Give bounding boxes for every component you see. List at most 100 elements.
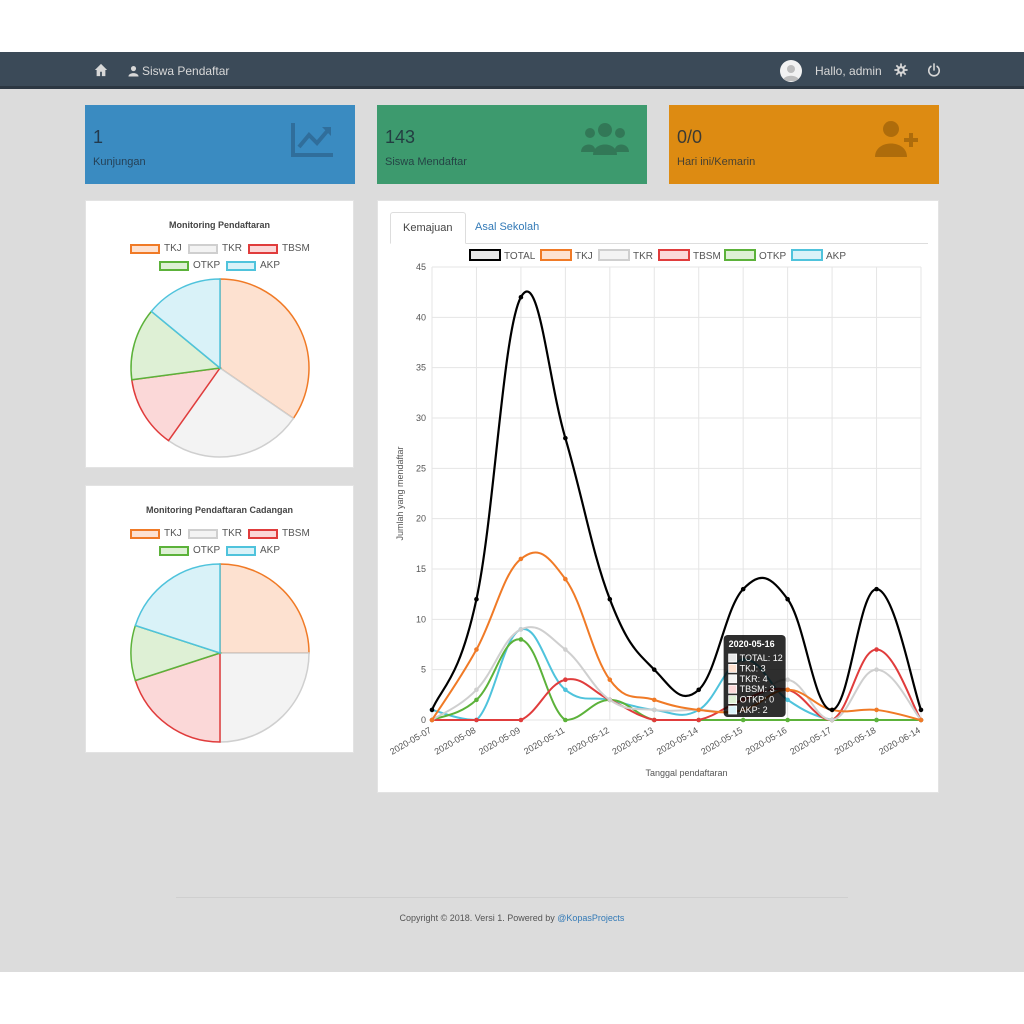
data-point-tkr[interactable] <box>607 697 613 703</box>
data-point-tbsm[interactable] <box>651 717 657 723</box>
data-point-tbsm[interactable] <box>474 717 479 723</box>
hello-admin-link[interactable]: Hallo, admin <box>815 64 882 78</box>
data-point-total[interactable] <box>651 667 657 672</box>
tooltip-line: TOTAL: 12 <box>740 653 783 663</box>
data-point-total[interactable] <box>607 596 613 602</box>
data-point-tbsm[interactable] <box>696 717 702 723</box>
legend-item-akp[interactable]: AKP <box>226 545 280 556</box>
legend-label: TKR <box>222 243 242 254</box>
data-point-akp[interactable] <box>563 687 568 693</box>
pie-slice-tkr[interactable] <box>167 366 295 458</box>
pie-slice-tkj[interactable] <box>219 278 310 420</box>
pie-card-pendaftaran: Monitoring Pendaftaran TKJ TKR TBSM OTKP… <box>85 200 354 468</box>
power-icon[interactable] <box>927 63 941 77</box>
y-tick-label: 0 <box>421 715 426 725</box>
data-point-tkj[interactable] <box>607 677 613 683</box>
stat-value: 0/0 <box>677 127 703 147</box>
data-point-total[interactable] <box>563 435 568 441</box>
data-point-otkp[interactable] <box>874 717 879 723</box>
x-tick-label: 2020-05-09 <box>477 725 522 757</box>
legend-label: TKJ <box>164 243 182 254</box>
x-axis-title: Tanggal pendaftaran <box>645 768 727 778</box>
data-point-tkj[interactable] <box>429 717 435 723</box>
legend-item-tkj[interactable]: TKJ <box>130 243 182 254</box>
tab-asal-sekolah[interactable]: Asal Sekolah <box>475 221 540 233</box>
pie-slice-otkp[interactable] <box>130 310 222 381</box>
data-point-tkj[interactable] <box>518 556 524 562</box>
data-point-total[interactable] <box>518 294 524 300</box>
app-background: Siswa Pendaftar Hallo, admin <box>0 52 1024 972</box>
data-point-otkp[interactable] <box>740 717 746 723</box>
pie-slice-tbsm[interactable] <box>134 651 221 743</box>
legend-label: TKJ <box>575 251 593 262</box>
data-point-total[interactable] <box>829 707 835 713</box>
data-point-tkj[interactable] <box>563 576 568 582</box>
data-point-tkj[interactable] <box>874 707 879 713</box>
data-point-total[interactable] <box>918 707 924 713</box>
data-point-tkj[interactable] <box>785 687 790 693</box>
pie-slice-akp[interactable] <box>150 278 221 370</box>
data-point-tkr[interactable] <box>518 627 524 632</box>
data-point-otkp[interactable] <box>563 717 568 723</box>
data-point-tkr[interactable] <box>651 707 657 713</box>
pie-slice-tkr[interactable] <box>219 652 310 743</box>
data-point-tbsm[interactable] <box>563 677 568 683</box>
pie-chart-cadangan <box>130 563 310 743</box>
data-point-tkr[interactable] <box>829 717 835 723</box>
user-avatar-icon <box>783 65 799 81</box>
data-point-total[interactable] <box>785 596 790 602</box>
legend-item-tkj[interactable]: TKJ <box>130 528 182 539</box>
data-point-akp[interactable] <box>785 697 790 703</box>
data-point-tkr[interactable] <box>563 647 568 652</box>
data-point-tkr[interactable] <box>785 677 790 683</box>
nav-siswa-pendaftar[interactable]: Siswa Pendaftar <box>128 64 229 78</box>
data-point-otkp[interactable] <box>474 697 479 703</box>
legend-label: TKR <box>222 528 242 539</box>
legend-item-tbsm[interactable]: TBSM <box>658 249 721 262</box>
data-point-total[interactable] <box>874 586 879 592</box>
data-point-tkj[interactable] <box>651 697 657 703</box>
pie-slice-tbsm[interactable] <box>130 367 222 442</box>
gear-icon[interactable] <box>894 63 908 77</box>
legend-item-tkr[interactable]: TKR <box>188 528 242 539</box>
data-point-otkp[interactable] <box>518 637 524 642</box>
legend-item-otkp[interactable]: OTKP <box>724 249 787 262</box>
legend-item-otkp[interactable]: OTKP <box>159 545 220 556</box>
data-point-total[interactable] <box>696 687 702 693</box>
data-point-tkj[interactable] <box>474 647 479 652</box>
pie-card-cadangan: Monitoring Pendaftaran Cadangan TKJ TKR … <box>85 485 354 753</box>
pie-slice-tkj[interactable] <box>219 563 310 654</box>
data-point-tkj[interactable] <box>918 717 924 723</box>
pie-title: Monitoring Pendaftaran Cadangan <box>145 505 293 515</box>
home-icon[interactable] <box>94 63 108 77</box>
tooltip-line: TKR: 4 <box>740 674 768 684</box>
pie-slice-akp[interactable] <box>134 563 221 655</box>
data-point-tbsm[interactable] <box>518 717 524 723</box>
y-tick-label: 45 <box>416 262 426 272</box>
legend-item-tkr[interactable]: TKR <box>598 249 653 262</box>
legend-item-tbsm[interactable]: TBSM <box>248 243 310 254</box>
data-point-tbsm[interactable] <box>874 647 879 652</box>
legend-item-tkj[interactable]: TKJ <box>540 249 593 262</box>
tooltip-line: OTKP: 0 <box>740 695 775 705</box>
legend-item-akp[interactable]: AKP <box>791 249 846 262</box>
data-point-total[interactable] <box>740 586 746 592</box>
legend-item-tkr[interactable]: TKR <box>188 243 242 254</box>
data-point-total[interactable] <box>429 707 435 713</box>
legend-item-otkp[interactable]: OTKP <box>159 260 220 271</box>
legend-item-akp[interactable]: AKP <box>226 260 280 271</box>
tab-kemajuan[interactable]: Kemajuan <box>390 212 466 244</box>
x-tick-label: 2020-05-16 <box>744 725 789 757</box>
legend-item-tbsm[interactable]: TBSM <box>248 528 310 539</box>
x-tick-label: 2020-05-18 <box>833 725 878 757</box>
data-point-tkr[interactable] <box>474 687 479 693</box>
avatar[interactable] <box>780 60 802 82</box>
y-tick-label: 30 <box>416 413 426 423</box>
legend-item-total[interactable]: TOTAL <box>469 249 536 262</box>
legend-label: TBSM <box>282 243 310 254</box>
data-point-total[interactable] <box>474 596 479 602</box>
footer-link[interactable]: @KopasProjects <box>557 913 625 923</box>
data-point-otkp[interactable] <box>785 717 790 723</box>
data-point-tkr[interactable] <box>874 667 879 672</box>
data-point-tkj[interactable] <box>696 707 702 713</box>
